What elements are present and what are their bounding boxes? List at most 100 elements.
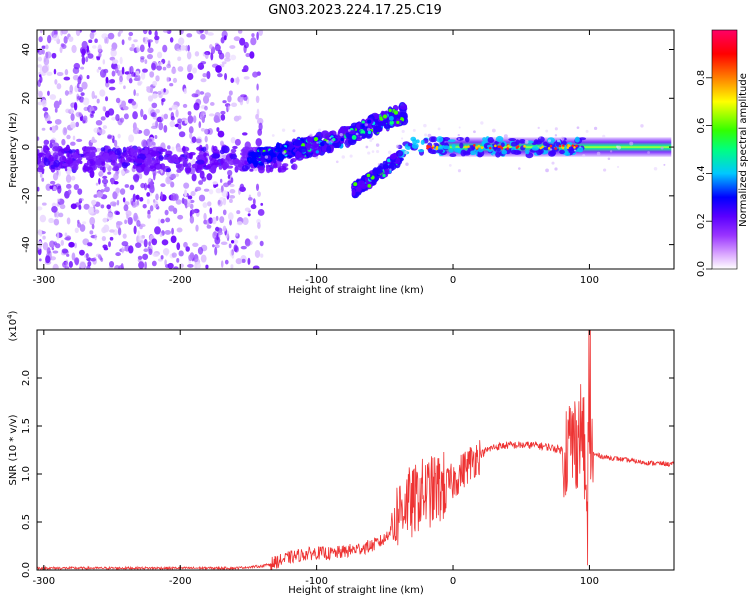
noise-blob [223, 35, 227, 41]
noise-blob [69, 84, 74, 93]
noise-blob [64, 69, 69, 76]
noise-blob [39, 75, 43, 84]
line-peak [506, 147, 510, 150]
noise-blob [221, 190, 229, 198]
band-blob [251, 146, 258, 152]
noise-blob [160, 191, 163, 201]
arc-blob [351, 188, 356, 197]
y-tick-label: 1.5 [21, 418, 32, 434]
noise-blob [73, 183, 80, 191]
noise-blob [116, 221, 121, 229]
noise-blob [171, 252, 177, 258]
line-peak [571, 144, 575, 147]
noise-blob [309, 133, 313, 138]
noise-blob [151, 62, 156, 71]
noise-blob [229, 189, 236, 194]
noise-blob [152, 80, 158, 87]
noise-blob [37, 136, 40, 141]
noise-blob [147, 47, 154, 54]
noise-blob [198, 121, 202, 129]
x-tick-label: 0 [450, 576, 456, 587]
noise-blob [177, 214, 184, 220]
noise-blob [175, 199, 182, 205]
noise-blob [473, 130, 476, 134]
noise-blob [177, 56, 182, 62]
noise-blob [146, 54, 153, 60]
noise-blob [250, 204, 257, 210]
noise-blob [102, 217, 108, 223]
noise-blob [119, 188, 126, 195]
noise-blob [56, 71, 64, 77]
noise-blob [82, 115, 88, 121]
band-blob [291, 158, 297, 163]
noise-blob [157, 218, 161, 225]
noise-blob [65, 259, 69, 268]
noise-blob [194, 51, 200, 57]
noise-blob [45, 183, 52, 191]
noise-blob [185, 246, 190, 252]
noise-blob [205, 219, 210, 226]
band-blob [158, 154, 164, 162]
arc-core [389, 120, 394, 125]
noise-blob [95, 119, 103, 126]
noise-blob [99, 129, 106, 135]
noise-blob [41, 65, 49, 74]
noise-blob [176, 242, 181, 251]
noise-blob [160, 114, 165, 122]
y-tick-label: 0.0 [21, 562, 32, 578]
noise-blob [129, 65, 134, 75]
noise-blob [133, 39, 138, 43]
noise-blob [159, 232, 163, 237]
noise-blob [121, 246, 124, 254]
noise-blob [43, 55, 47, 63]
band-blob [109, 154, 117, 161]
noise-blob [228, 243, 232, 249]
noise-blob [166, 63, 172, 69]
band-blob [61, 163, 69, 167]
band-blob [144, 146, 149, 155]
noise-blob [102, 59, 106, 65]
line-blob [538, 148, 544, 155]
arc-core [366, 173, 371, 178]
noise-blob [97, 254, 102, 259]
noise-blob [171, 104, 179, 110]
noise-blob [243, 41, 249, 49]
line-blob [464, 136, 470, 143]
noise-blob [412, 128, 416, 132]
noise-blob [217, 130, 225, 138]
noise-blob [37, 56, 43, 62]
noise-blob [106, 204, 111, 210]
noise-blob [364, 123, 368, 127]
noise-blob [211, 216, 217, 225]
noise-blob [171, 146, 175, 151]
noise-blob [115, 97, 121, 104]
noise-blob [151, 238, 158, 246]
band-blob [134, 158, 144, 164]
noise-blob [70, 175, 76, 181]
noise-blob [229, 219, 232, 226]
noise-blob [227, 180, 232, 186]
noise-blob [204, 51, 211, 56]
noise-blob [237, 115, 242, 120]
noise-blob [241, 258, 246, 263]
band-blob [250, 157, 257, 164]
colorbar-tick-label: 0.6 [696, 118, 707, 134]
line-blob [395, 150, 404, 157]
noise-blob [249, 51, 255, 59]
noise-blob [202, 95, 210, 104]
noise-blob [545, 168, 549, 173]
noise-blob [214, 246, 218, 256]
snr-y-axis: 0.0 0.5 1.0 1.5 2.0 [21, 370, 674, 578]
noise-blob [375, 143, 380, 147]
noise-blob [257, 191, 261, 197]
noise-blob [54, 107, 58, 113]
noise-blob [230, 240, 235, 244]
noise-blob [143, 238, 148, 248]
noise-blob [247, 257, 251, 265]
noise-blob [200, 78, 207, 83]
noise-blob [63, 36, 68, 44]
band-blob [247, 156, 253, 165]
noise-blob [56, 198, 61, 202]
line-peak [428, 145, 431, 148]
noise-blob [138, 261, 145, 269]
